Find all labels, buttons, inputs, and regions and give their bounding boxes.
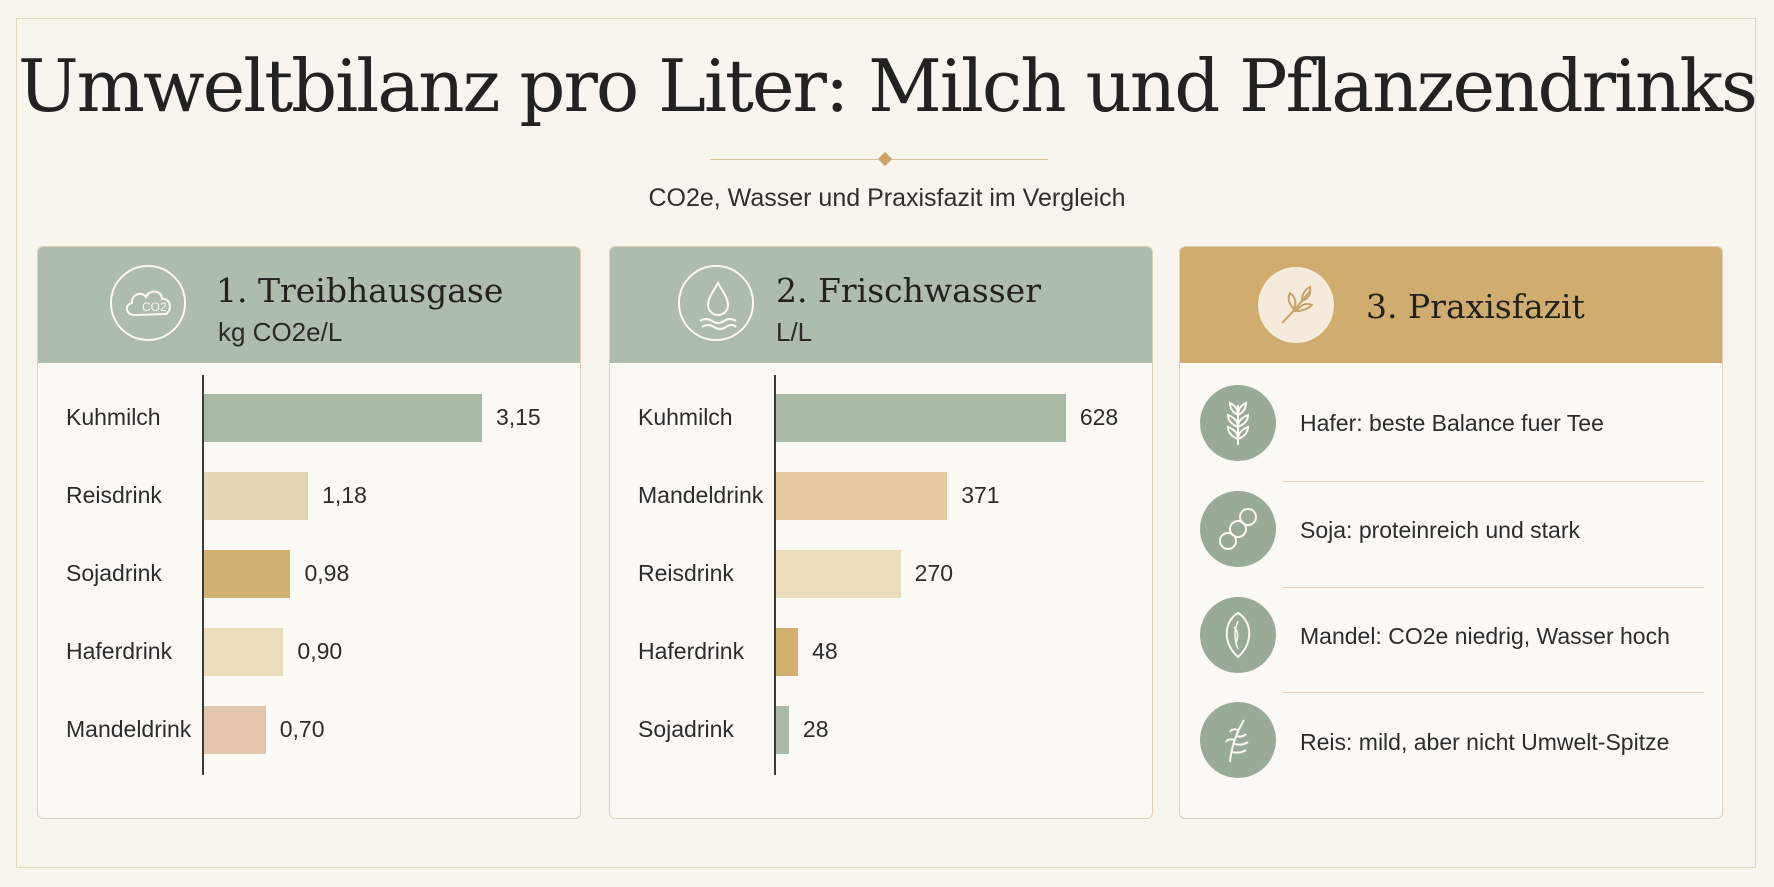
page-subtitle: CO2e, Wasser und Praxisfazit im Vergleic… [648, 184, 1126, 212]
page-title: Umweltbilanz pro Liter: Milch und Pflanz… [18, 44, 1758, 128]
category-label: Haferdrink [638, 638, 745, 664]
category-label: Haferdrink [66, 638, 173, 664]
bar-haferdrink [204, 628, 284, 676]
water-drop-icon [678, 265, 754, 341]
ghg-panel-title: 1. Treibhausgase [216, 271, 504, 310]
category-label: Kuhmilch [638, 404, 733, 430]
value-label: 3,15 [495, 404, 541, 430]
outer-frame [16, 18, 1756, 868]
svg-text:CO2: CO2 [142, 300, 167, 314]
value-label: 1,18 [322, 482, 367, 508]
almond-icon [1200, 597, 1276, 673]
value-label: 270 [914, 560, 953, 586]
value-label: 0,70 [279, 716, 325, 742]
summary-divider [1282, 692, 1704, 693]
summary-item-text: Mandel: CO2e niedrig, Wasser hoch [1300, 623, 1670, 649]
summary-item-text: Hafer: beste Balance fuer Tee [1300, 410, 1604, 436]
summary-divider [1282, 481, 1704, 482]
summary-divider [1282, 587, 1704, 588]
chart-axis-line [202, 375, 204, 775]
leaf-branch-icon [1258, 267, 1334, 343]
summary-panel: 3. Praxisfazit Hafer: beste Balance fuer… [1179, 246, 1723, 819]
bar-reisdrink [776, 550, 901, 598]
ghg-panel-header: CO2 1. Treibhausgase kg CO2e/L [38, 247, 580, 363]
rice-plant-icon [1200, 702, 1276, 778]
category-label: Sojadrink [638, 716, 734, 742]
value-label: 0,98 [304, 560, 350, 586]
value-label: 371 [961, 482, 1000, 508]
co2-cloud-icon: CO2 [110, 265, 186, 341]
water-panel-title: 2. Frischwasser [776, 271, 1041, 310]
ghg-panel: CO2 1. Treibhausgase kg CO2e/L Kuhmilch 3… [37, 246, 581, 819]
summary-panel-header: 3. Praxisfazit [1180, 247, 1722, 363]
category-label: Reisdrink [66, 482, 162, 508]
bar-haferdrink [776, 628, 799, 676]
value-label: 0,90 [297, 638, 343, 664]
category-label: Mandeldrink [66, 716, 192, 742]
bar-reisdrink [204, 472, 309, 520]
bar-kuhmilch [204, 394, 482, 442]
water-panel-header: 2. Frischwasser L/L [610, 247, 1152, 363]
water-panel: 2. Frischwasser L/L Kuhmilch 628 Mandeldri… [609, 246, 1153, 819]
summary-item-text: Reis: mild, aber nicht Umwelt-Spitze [1300, 729, 1670, 755]
ghg-panel-unit: kg CO2e/L [218, 317, 343, 347]
bar-mandeldrink [204, 706, 266, 754]
category-label: Kuhmilch [66, 404, 161, 430]
bar-mandeldrink [776, 472, 948, 520]
bar-sojadrink [204, 550, 291, 598]
bar-sojadrink [776, 706, 789, 754]
soybean-pod-icon [1200, 491, 1276, 567]
summary-panel-title: 3. Praxisfazit [1366, 287, 1585, 326]
oat-plant-icon [1200, 385, 1276, 461]
bar-kuhmilch [776, 394, 1066, 442]
category-label: Mandeldrink [638, 482, 764, 508]
value-label: 28 [802, 716, 829, 742]
value-label: 628 [1079, 404, 1119, 430]
category-label: Reisdrink [638, 560, 734, 586]
summary-item-text: Soja: proteinreich und stark [1300, 517, 1580, 543]
chart-axis-line [774, 375, 776, 775]
category-label: Sojadrink [66, 560, 162, 586]
value-label: 48 [812, 638, 838, 664]
water-panel-unit: L/L [776, 317, 813, 347]
